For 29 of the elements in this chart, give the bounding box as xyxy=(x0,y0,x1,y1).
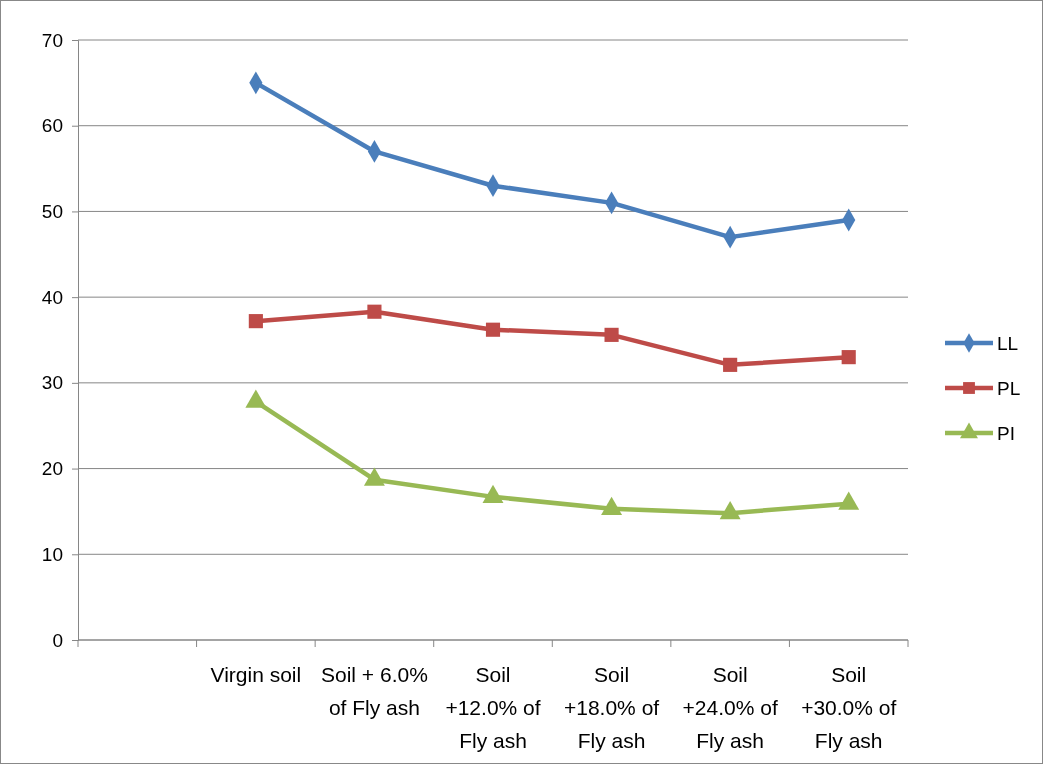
y-tick-label: 50 xyxy=(41,201,63,223)
point xyxy=(719,501,741,520)
point xyxy=(723,357,738,372)
legend-label: PI xyxy=(997,423,1015,444)
y-tick-label: 60 xyxy=(41,115,63,137)
point xyxy=(248,314,263,329)
y-tick-label: 40 xyxy=(41,286,63,308)
point xyxy=(245,389,267,408)
x-tick-label: Soil +24.0% of Fly ash xyxy=(682,663,778,752)
x-tick-label: Soil +18.0% of Fly ash xyxy=(563,663,660,752)
y-tick-label: 0 xyxy=(52,629,63,651)
x-tick-label: Soil +12.0% of Fly ash xyxy=(445,663,541,752)
point xyxy=(601,496,623,515)
legend-label: LL xyxy=(997,333,1019,354)
point xyxy=(485,322,501,337)
x-tick-label: Soil + 6.0% of Fly ash xyxy=(321,663,428,719)
x-tick-label: Virgin soil xyxy=(210,663,302,686)
y-tick-label: 20 xyxy=(41,458,63,480)
point xyxy=(604,327,619,342)
point xyxy=(841,350,856,365)
legend-label: PL xyxy=(997,378,1021,399)
point xyxy=(838,491,860,510)
point xyxy=(367,304,382,319)
y-tick-label: 70 xyxy=(41,29,63,51)
x-tick-label: Soil +30.0% of Fly ash xyxy=(801,663,897,752)
point xyxy=(482,484,504,503)
y-tick-label: 10 xyxy=(41,543,63,565)
y-tick-label: 30 xyxy=(41,372,63,394)
point xyxy=(363,467,385,486)
